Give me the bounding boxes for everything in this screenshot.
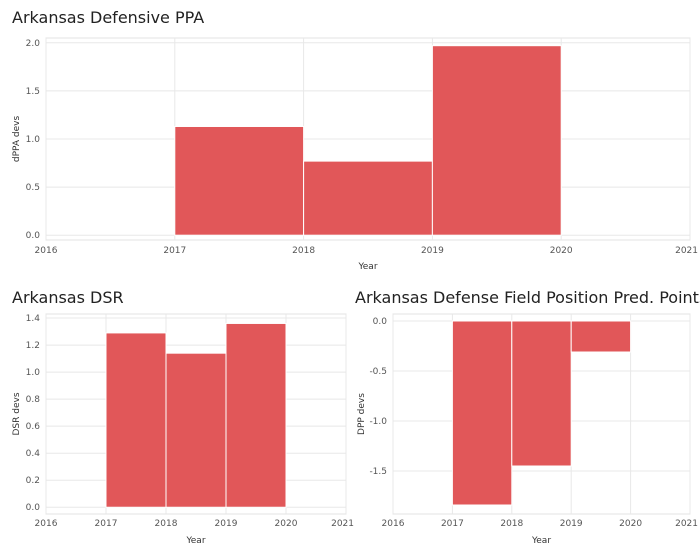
x-tick-label: 2019 [560, 519, 583, 529]
x-tick-label: 2018 [500, 519, 523, 529]
bar-2019 [570, 320, 632, 353]
y-tick-label: 1.5 [26, 87, 40, 97]
x-tick-label: 2016 [35, 246, 58, 256]
y-tick-label: 1.0 [26, 135, 41, 145]
y-tick-label: 0.6 [26, 422, 41, 432]
chart-dsr: 0.0 0.2 0.4 0.6 0.8 1.0 1.2 1.4 2016 2017 2018 2019… [12, 313, 354, 546]
chart-title-defensive-ppa: Arkansas Defensive PPA [12, 8, 205, 27]
chart-ppa: 0.0 0.5 1.0 1.5 2.0 2016 2017 2018 2019 2020 2021 Y… [12, 37, 698, 272]
bar-2018 [511, 320, 572, 467]
y-tick-label: 0.5 [26, 183, 40, 193]
y-axis-label: DPP devs [357, 393, 367, 435]
y-axis-label: dPPA devs [12, 116, 22, 163]
bar-2019 [225, 322, 287, 508]
x-tick-label: 2021 [331, 519, 354, 529]
x-tick-label: 2020 [275, 519, 298, 529]
x-tick-label: 2021 [675, 519, 698, 529]
y-tick-label: 1.4 [26, 314, 41, 324]
x-tick-label: 2020 [619, 519, 642, 529]
bar-2017 [174, 125, 305, 236]
chart-title-field-position: Arkansas Defense Field Position Pred. Po… [355, 288, 700, 307]
y-tick-label: 0.0 [26, 231, 41, 241]
y-tick-label: 0.4 [26, 449, 41, 459]
y-tick-label: -1.0 [369, 417, 387, 427]
x-tick-label: 2016 [382, 519, 405, 529]
y-tick-label: 0.0 [373, 317, 388, 327]
y-axis-label: DSR devs [12, 392, 22, 435]
x-axis-label: Year [357, 262, 377, 272]
y-tick-label: 0.0 [26, 503, 41, 513]
x-axis-label: Year [185, 536, 205, 546]
bar-2018 [303, 160, 433, 236]
x-tick-label: 2017 [95, 519, 118, 529]
x-tick-label: 2016 [35, 519, 58, 529]
y-tick-label: -1.5 [369, 467, 387, 477]
chart-title-dsr: Arkansas DSR [12, 288, 124, 307]
y-tick-label: 1.2 [26, 341, 40, 351]
bar-2017 [451, 320, 513, 506]
x-tick-label: 2020 [550, 246, 573, 256]
x-tick-label: 2021 [675, 246, 698, 256]
x-tick-label: 2018 [155, 519, 178, 529]
y-tick-label: -0.5 [369, 367, 387, 377]
y-tick-label: 0.8 [26, 395, 41, 405]
y-tick-label: 1.0 [26, 368, 41, 378]
bar-2019 [431, 45, 562, 236]
x-axis-label: Year [531, 536, 551, 546]
x-tick-label: 2017 [441, 519, 464, 529]
x-tick-label: 2017 [163, 246, 186, 256]
bar-2018 [165, 352, 227, 508]
chart-dpp: 0.0 -0.5 -1.0 -1.5 2016 2017 2018 2019 2020 2021 Y… [357, 313, 698, 546]
y-tick-label: 0.2 [26, 476, 40, 486]
x-tick-label: 2019 [421, 246, 444, 256]
x-tick-label: 2019 [215, 519, 238, 529]
bar-2017 [105, 332, 167, 508]
y-tick-label: 2.0 [26, 39, 41, 49]
x-tick-label: 2018 [292, 246, 315, 256]
